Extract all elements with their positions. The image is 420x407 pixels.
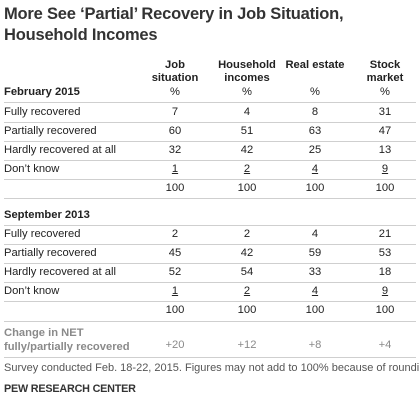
percent-sign: % xyxy=(170,86,180,98)
row-label: Partially recovered xyxy=(4,247,97,259)
total-cell: 100 xyxy=(305,182,325,194)
table-cell: 54 xyxy=(240,266,254,278)
net-change-cell: +20 xyxy=(165,339,185,351)
table-cell: 2 xyxy=(243,228,251,240)
table-row: Hardly recovered at all 52 54 33 18 xyxy=(0,263,420,282)
row-label: Don’t know xyxy=(4,163,60,175)
row-label: Hardly recovered at all xyxy=(4,266,116,278)
row-divider xyxy=(4,198,416,199)
table-cell: 60 xyxy=(168,125,182,137)
total-cell: 100 xyxy=(165,182,185,194)
section-header-row: September 2013 xyxy=(0,206,420,225)
table-row: Don’t know 1 2 4 9 xyxy=(0,282,420,301)
net-change-label-line1: Change in NET xyxy=(4,327,84,339)
table-cell: 9 xyxy=(381,285,389,297)
table-cell: 53 xyxy=(378,247,392,259)
row-label: Hardly recovered at all xyxy=(4,144,116,156)
column-header-stock-market: Stock market xyxy=(366,59,404,84)
table-cell: 9 xyxy=(381,163,389,175)
percent-sign: % xyxy=(380,86,390,98)
table-cell: 59 xyxy=(308,247,322,259)
row-divider xyxy=(4,102,416,103)
percent-sign: % xyxy=(242,86,252,98)
table-cell: 25 xyxy=(308,144,322,156)
table-cell: 2 xyxy=(243,285,251,297)
table-cell: 42 xyxy=(240,144,254,156)
row-label: Partially recovered xyxy=(4,125,97,137)
row-divider xyxy=(4,122,416,123)
table-row: Fully recovered 2 2 4 21 xyxy=(0,225,420,244)
row-divider xyxy=(4,179,416,180)
section-label: February 2015 xyxy=(4,86,80,98)
column-header-household-incomes: Household incomes xyxy=(218,59,276,84)
row-divider xyxy=(4,160,416,161)
table-cell: 18 xyxy=(378,266,392,278)
row-divider xyxy=(4,301,416,302)
table-cell: 51 xyxy=(240,125,254,137)
table-cell: 47 xyxy=(378,125,392,137)
net-change-cell: +12 xyxy=(237,339,257,351)
table-cell: 31 xyxy=(378,106,392,118)
column-header-job-situation: Job situation xyxy=(151,59,199,84)
total-cell: 100 xyxy=(305,304,325,316)
table-row: Partially recovered 60 51 63 47 xyxy=(0,122,420,141)
row-divider xyxy=(4,321,416,322)
table-cell: 13 xyxy=(378,144,392,156)
table-cell: 32 xyxy=(168,144,182,156)
row-divider xyxy=(4,282,416,283)
table-cell: 42 xyxy=(240,247,254,259)
total-cell: 100 xyxy=(165,304,185,316)
net-change-label-line2: fully/partially recovered xyxy=(4,341,130,353)
table-cell: 4 xyxy=(311,285,319,297)
total-cell: 100 xyxy=(375,304,395,316)
table-title: More See ‘Partial’ Recovery in Job Situa… xyxy=(4,5,344,44)
row-label: Don’t know xyxy=(4,285,60,297)
table-cell: 4 xyxy=(311,163,319,175)
row-divider xyxy=(4,244,416,245)
table-cell: 52 xyxy=(168,266,182,278)
table-cell: 2 xyxy=(243,163,251,175)
row-label: Fully recovered xyxy=(4,106,81,118)
table-cell: 1 xyxy=(171,163,179,175)
table-row: Partially recovered 45 42 59 53 xyxy=(0,244,420,263)
section-header-row: February 2015 % % % % xyxy=(0,83,420,102)
table-row: Fully recovered 7 4 8 31 xyxy=(0,103,420,122)
table-cell: 45 xyxy=(168,247,182,259)
section-label: September 2013 xyxy=(4,209,90,221)
table-row: Don’t know 1 2 4 9 xyxy=(0,160,420,179)
footnote: Survey conducted Feb. 18-22, 2015. Figur… xyxy=(4,362,420,374)
total-cell: 100 xyxy=(237,304,257,316)
total-cell: 100 xyxy=(237,182,257,194)
table-cell: 2 xyxy=(171,228,179,240)
net-change-label: Change in NET fully/partially recovered xyxy=(4,326,130,354)
net-change-cell: +4 xyxy=(378,339,392,351)
row-divider xyxy=(4,263,416,264)
row-divider xyxy=(4,357,416,358)
totals-row: 100 100 100 100 xyxy=(0,301,420,320)
totals-row: 100 100 100 100 xyxy=(0,179,420,198)
row-divider xyxy=(4,141,416,142)
total-cell: 100 xyxy=(375,182,395,194)
column-header-real-estate: Real estate xyxy=(285,59,345,71)
table-cell: 7 xyxy=(171,106,179,118)
table-row: Hardly recovered at all 32 42 25 13 xyxy=(0,141,420,160)
table-cell: 8 xyxy=(311,106,319,118)
table-cell: 63 xyxy=(308,125,322,137)
row-label: Fully recovered xyxy=(4,228,81,240)
percent-sign: % xyxy=(310,86,320,98)
table-cell: 33 xyxy=(308,266,322,278)
net-change-cell: +8 xyxy=(308,339,322,351)
net-change-row: +20 +12 +8 +4 xyxy=(0,336,420,355)
table-cell: 4 xyxy=(243,106,251,118)
table-cell: 4 xyxy=(311,228,319,240)
row-divider xyxy=(4,225,416,226)
table-cell: 21 xyxy=(378,228,392,240)
source-credit: PEW RESEARCH CENTER xyxy=(4,383,136,395)
table-cell: 1 xyxy=(171,285,179,297)
